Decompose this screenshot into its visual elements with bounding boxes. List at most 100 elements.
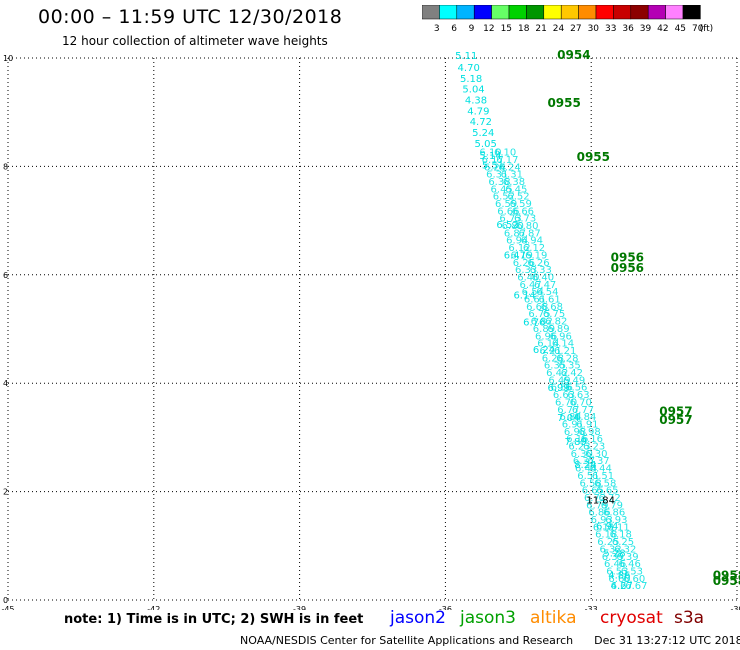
track-band-label: 6.93 <box>591 515 613 526</box>
track-band-label: 6.58 <box>594 478 616 489</box>
track-band-label: 6.65 <box>596 486 618 497</box>
track-band-label: 6.80 <box>502 221 524 232</box>
x-tick-label: -33 <box>585 605 598 610</box>
track-band-label: 6.25 <box>597 537 619 548</box>
swh-point-label: 4.79 <box>467 106 489 117</box>
swh-point-label: 6.14 <box>513 291 535 302</box>
swh-point-label: 6.52 <box>496 220 518 231</box>
track-band-label: 6.52 <box>507 192 529 203</box>
swh-point-label: 5.18 <box>460 74 482 85</box>
track-band-label: 6.67 <box>611 581 633 592</box>
track-band-label: 6.72 <box>584 493 606 504</box>
time-label: 0954 <box>557 48 590 62</box>
track-band-label: 6.26 <box>527 258 549 269</box>
swh-point-label: 4.38 <box>465 96 487 107</box>
track-band-label: 6.87 <box>518 228 540 239</box>
chart-title: 00:00 – 11:59 UTC 12/30/2018 <box>38 6 343 28</box>
track-band-label: 6.17 <box>482 155 504 166</box>
track-band-label: 6.28 <box>556 353 578 364</box>
scale-label: 33 <box>605 24 616 34</box>
time-label: 0958 <box>713 574 740 588</box>
x-tick-label: -30 <box>730 605 740 610</box>
scale-label: 30 <box>588 24 600 34</box>
track-band-label: 6.51 <box>592 471 614 482</box>
swh-point-label: 4.27 <box>611 581 633 592</box>
track-band-label: 6.28 <box>542 353 564 364</box>
y-tick-label: 6 <box>3 271 8 280</box>
scale-label: 42 <box>657 24 668 34</box>
track-band-label: 6.70 <box>570 397 592 408</box>
swh-point-label: 5.04 <box>462 85 484 96</box>
scale-label: 3 <box>434 24 440 34</box>
track-band-label: 6.66 <box>512 206 534 217</box>
track-band-label: 6.91 <box>562 419 584 430</box>
track-band-label: 6.19 <box>511 250 533 261</box>
track-band-label: 6.96 <box>535 331 557 342</box>
track-band-label: 6.35 <box>558 361 580 372</box>
scale-label: 36 <box>622 24 634 34</box>
track-band-label: 6.96 <box>550 331 572 342</box>
track-band-label: 6.24 <box>484 162 506 173</box>
track-band-label: 6.82 <box>545 317 567 328</box>
x-tick-label: -39 <box>293 605 306 610</box>
track-band-label: 6.73 <box>499 214 521 225</box>
track-band-label: 6.68 <box>541 302 563 313</box>
swh-point-label: 4.70 <box>458 63 480 74</box>
scale-label: 9 <box>469 24 475 34</box>
track-band-label: 6.80 <box>516 221 538 232</box>
track-band-label: 6.39 <box>602 552 624 563</box>
track-band-label: 6.52 <box>493 192 515 203</box>
track-band-label: 6.31 <box>501 170 523 181</box>
swh-point-label: 7.04 <box>557 413 579 424</box>
track-band-label: 6.35 <box>544 361 566 372</box>
track-band-label: 6.18 <box>610 530 632 541</box>
track-band-label: 6.42 <box>561 368 583 379</box>
track-band-label: 6.59 <box>510 199 532 210</box>
track-band-label: 6.46 <box>619 559 641 570</box>
track-band-label: 6.89 <box>533 324 555 335</box>
track-band-label: 6.37 <box>587 456 609 467</box>
track-band-label: 6.75 <box>543 309 565 320</box>
track-band-label: 6.63 <box>553 390 575 401</box>
track-band-label: 6.70 <box>555 397 577 408</box>
wave-height-color-scale: 3 6 9 12 15 18 21 24 27 30 33 36 39 42 45 70(ft) <box>422 5 714 34</box>
y-tick-label: 0 <box>3 596 8 605</box>
track-band-label: 6.65 <box>582 486 604 497</box>
track-band-label: 6.30 <box>585 449 607 460</box>
track-band-label: 6.25 <box>612 537 634 548</box>
track-band-label: 6.72 <box>599 493 621 504</box>
track-band-label: 6.32 <box>614 544 636 555</box>
time-label: 0957 <box>659 405 692 419</box>
swh-point-label: 6.24 <box>533 345 555 356</box>
track-band-label: 6.51 <box>577 471 599 482</box>
track-band-label: 6.54 <box>522 287 544 298</box>
units-note: note: 1) Time is in UTC; 2) SWH is in fe… <box>64 612 364 627</box>
legend-jason3: jason3 <box>460 608 516 628</box>
scale-unit: (ft) <box>700 24 714 34</box>
swh-point-label: 5.11 <box>455 51 477 62</box>
y-tick-label: 10 <box>3 54 13 63</box>
track-band-label: 6.84 <box>574 412 596 423</box>
track-band-label: 6.31 <box>486 170 508 181</box>
track-band-label: 6.67 <box>625 581 647 592</box>
track-band-label: 6.24 <box>498 162 520 173</box>
track-band-label: 6.30 <box>571 449 593 460</box>
altimeter-plot: -45-42-39-36-33-3002468106.106.176.246.3… <box>1 48 740 610</box>
track-band-label: 6.60 <box>623 574 645 585</box>
track-band-label: 6.10 <box>479 148 501 159</box>
track-band-label: 6.77 <box>572 405 594 416</box>
track-band-label: 6.16 <box>566 434 588 445</box>
track-band-label: 6.14 <box>552 339 574 350</box>
swh-point-label: 5.24 <box>472 128 494 139</box>
time-label: 0955 <box>547 96 580 110</box>
track-band-label: 6.39 <box>616 552 638 563</box>
time-label: 0957 <box>659 413 692 427</box>
track-band-label: 6.10 <box>494 148 516 159</box>
scale-label: 15 <box>501 24 512 34</box>
track-band-label: 6.98 <box>579 427 601 438</box>
swh-point-label: 11.84 <box>586 496 615 507</box>
track-band-label: 6.56 <box>551 383 573 394</box>
track-band-label: 6.60 <box>608 574 630 585</box>
scale-label: 27 <box>570 24 581 34</box>
track-band-label: 6.23 <box>568 442 590 453</box>
